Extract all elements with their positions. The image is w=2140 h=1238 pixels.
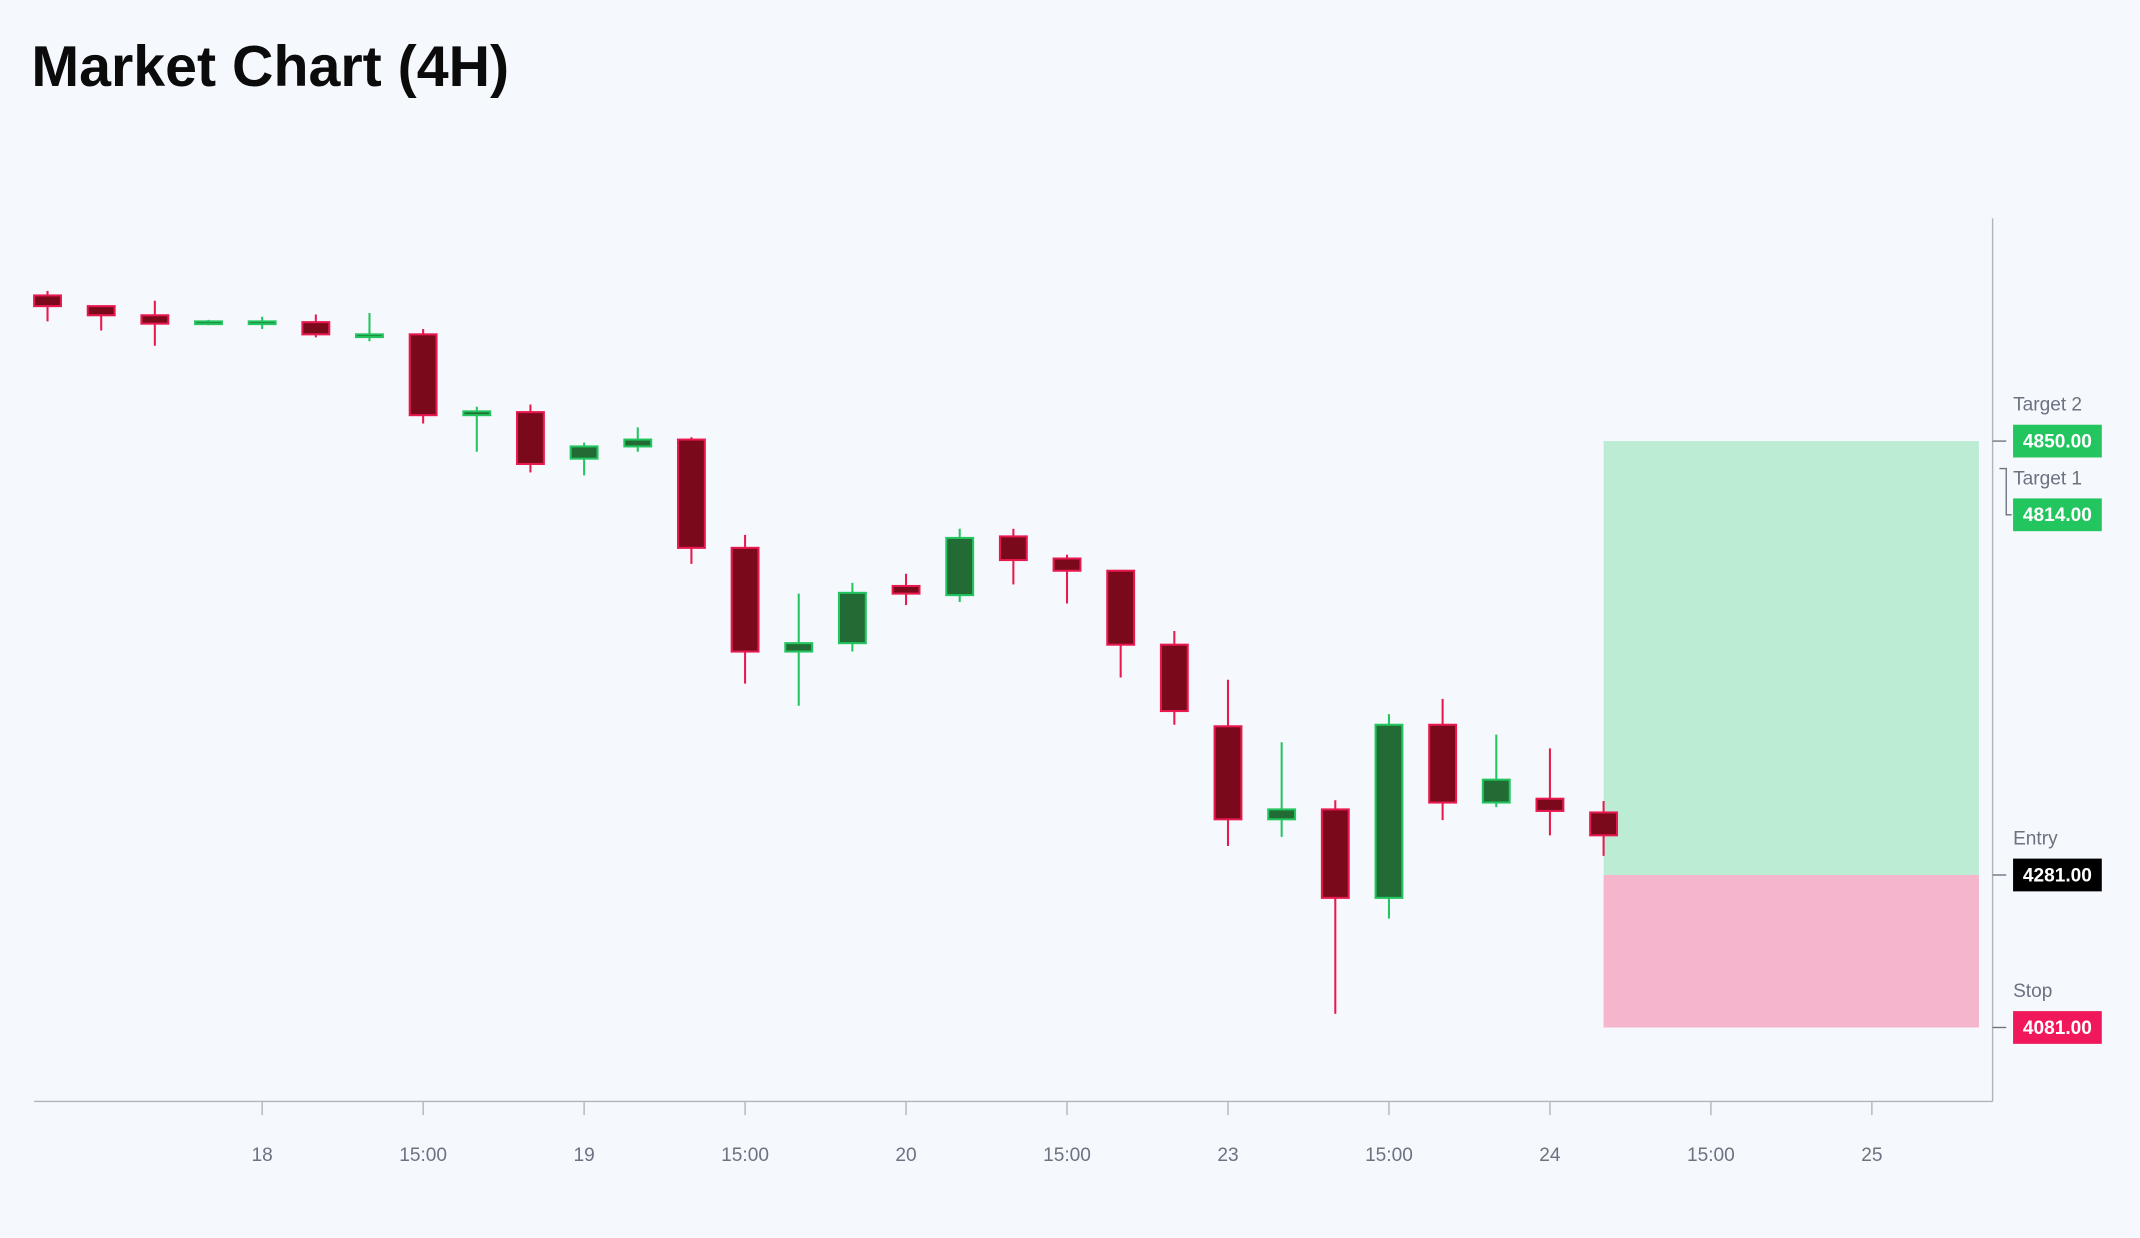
x-tick-label: 23 [1217, 1145, 1238, 1166]
level-name: Target 1 [2013, 468, 2082, 489]
candle-body [1320, 808, 1350, 899]
level-connector [1999, 467, 2012, 516]
candle-body [945, 536, 975, 597]
profit-zone [1603, 441, 1979, 875]
candle-body [569, 445, 599, 460]
candle-body [247, 320, 277, 326]
candle-body [355, 333, 384, 339]
candle-body [1267, 808, 1297, 821]
candle-body [891, 584, 921, 595]
candle-body [730, 546, 760, 653]
candle-body [86, 305, 116, 317]
candle-body [462, 410, 492, 417]
candle-body [194, 320, 223, 326]
level-box [2013, 424, 2102, 458]
candle-body [1374, 723, 1404, 899]
level-name: Target 2 [2013, 395, 2082, 416]
level-value: 4281.00 [2023, 865, 2092, 886]
candle-body [33, 294, 62, 308]
candle-body [1589, 811, 1619, 837]
candle-body [1106, 569, 1136, 646]
loss-zone [1603, 874, 1979, 1028]
candle-body [516, 411, 545, 465]
x-tick-label: 15:00 [721, 1145, 769, 1166]
x-tick-label: 25 [1861, 1145, 1882, 1166]
level-name: Stop [2013, 981, 2052, 1002]
candle-body [1052, 557, 1082, 572]
candle-body [1213, 725, 1243, 821]
x-tick-label: 19 [573, 1145, 594, 1166]
x-tick-label: 20 [895, 1145, 916, 1166]
chart-title: Market Chart (4H) [31, 35, 509, 99]
x-tick-label: 15:00 [399, 1145, 447, 1166]
x-tick-label: 15:00 [1687, 1145, 1735, 1166]
level-value: 4081.00 [2023, 1018, 2092, 1039]
candle-body [784, 642, 814, 653]
level-value: 4814.00 [2023, 505, 2092, 526]
level-box [2013, 858, 2102, 892]
candle-body [301, 321, 331, 336]
candle-body [408, 333, 438, 417]
x-tick-label: 15:00 [1043, 1145, 1091, 1166]
x-tick-label: 24 [1539, 1145, 1561, 1166]
candle-body [1481, 778, 1511, 804]
candle-body [837, 591, 867, 645]
candle-body [998, 535, 1028, 562]
level-value: 4850.00 [2023, 432, 2092, 453]
candle-body [623, 438, 653, 448]
x-tick-label: 15:00 [1365, 1145, 1413, 1166]
candle-body [140, 314, 170, 325]
candle-body [1428, 723, 1458, 804]
candle-body [1159, 643, 1189, 713]
candle-body [676, 438, 706, 549]
level-name: Entry [2013, 829, 2058, 850]
level-box [2013, 498, 2102, 532]
level-box [2013, 1011, 2102, 1044]
candle-body [1535, 797, 1565, 812]
x-tick-label: 18 [252, 1145, 273, 1166]
